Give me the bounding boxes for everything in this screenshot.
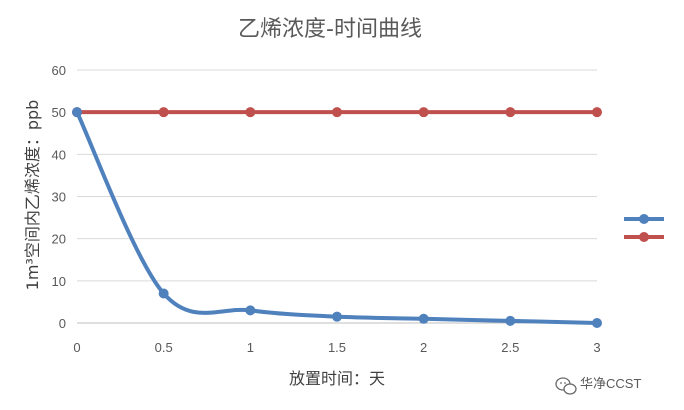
data-point <box>158 107 169 118</box>
data-point <box>418 107 429 118</box>
data-point <box>245 305 256 316</box>
y-tick-label: 50 <box>52 105 66 120</box>
y-tick-label: 30 <box>52 190 66 205</box>
data-point <box>245 107 256 118</box>
chart-title: 乙烯浓度-时间曲线 <box>238 17 422 42</box>
y-axis-ticks: 0 10 20 30 40 50 60 <box>52 63 66 331</box>
data-point <box>332 311 342 322</box>
watermark-text: 华净CCST <box>580 376 641 391</box>
legend-swatch-marker <box>639 232 649 242</box>
x-tick-label: 0 <box>73 340 80 355</box>
x-tick-label: 3 <box>593 340 600 355</box>
legend <box>624 214 664 242</box>
series-line <box>75 110 599 325</box>
legend-swatch-marker <box>639 214 649 224</box>
x-tick-label: 1.5 <box>328 340 346 355</box>
data-point <box>332 107 342 118</box>
data-point <box>505 315 516 326</box>
wechat-icon <box>555 377 577 395</box>
data-point <box>72 107 82 118</box>
y-tick-label: 60 <box>52 63 66 78</box>
x-tick-label: 2.5 <box>501 340 519 355</box>
data-point <box>505 107 516 118</box>
x-tick-label: 1 <box>247 340 254 355</box>
y-tick-label: 0 <box>59 316 66 331</box>
y-tick-label: 20 <box>52 232 66 247</box>
y-tick-label: 10 <box>52 274 66 289</box>
data-point <box>592 107 602 118</box>
x-tick-label: 0.5 <box>155 340 173 355</box>
watermark: 华净CCST <box>555 376 641 395</box>
x-axis-label: 放置时间：天 <box>289 369 385 388</box>
x-axis-ticks: 0 0.5 1 1.5 2 2.5 3 <box>73 340 600 355</box>
data-point <box>158 288 169 299</box>
data-point <box>418 313 429 324</box>
y-axis-label: 1m³空间内乙烯浓度：ppb <box>23 100 42 291</box>
x-tick-label: 2 <box>420 340 427 355</box>
series-layer <box>72 107 602 328</box>
data-point <box>592 318 602 328</box>
y-tick-label: 40 <box>52 147 66 162</box>
